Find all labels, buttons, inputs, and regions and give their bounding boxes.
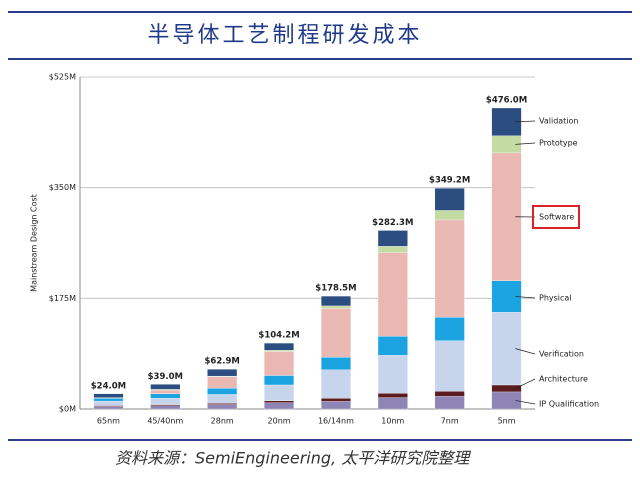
y-tick-label: $350M (49, 183, 76, 192)
x-tick-label: 16/14nm (318, 417, 354, 426)
bar-segment (320, 369, 351, 399)
bar-segment (320, 295, 351, 307)
y-axis-title: Mainstream Design Cost (30, 194, 39, 292)
bar-segment (207, 387, 238, 395)
bar-segment (207, 403, 238, 405)
bar-segment (377, 246, 408, 253)
x-tick-label: 7nm (441, 417, 459, 426)
bar-segment (434, 391, 465, 397)
total-label: $282.3M (372, 218, 413, 228)
bar-segment (434, 396, 465, 410)
bar-segment (93, 393, 124, 398)
bar-segment (264, 402, 294, 410)
x-tick-label: 5nm (498, 417, 516, 426)
legend-leader (515, 348, 536, 355)
legend-label: Validation (539, 117, 579, 126)
total-label: $24.0M (91, 381, 126, 391)
bar-segment (491, 312, 522, 386)
total-label: $178.5M (315, 284, 356, 294)
bar-segment (377, 397, 408, 410)
bar-segment (434, 317, 465, 341)
legend-label: Architecture (539, 375, 588, 384)
y-tick-label: $0M (59, 405, 76, 414)
bar-segment (150, 404, 181, 406)
x-tick-label: 28nm (211, 417, 234, 426)
legend-leader (515, 378, 536, 389)
bar-segment (320, 356, 351, 370)
legend-highlight (532, 205, 580, 229)
total-label: $476.0M (486, 95, 527, 105)
bar-segment (434, 210, 465, 221)
bar-segment (93, 406, 124, 410)
legend-leader (515, 296, 536, 299)
bar-segment (491, 384, 522, 393)
bar-segment (320, 305, 351, 309)
bar-segment (207, 369, 238, 377)
bar-segment (93, 400, 124, 406)
source-note: 资料来源：SemiEngineering, 太平洋研究院整理 (115, 449, 471, 468)
bar-segment (93, 398, 124, 402)
bar-segment (150, 398, 181, 405)
legend-label: Prototype (539, 139, 578, 148)
y-tick-label: $175M (49, 294, 76, 303)
legend-label: Software (539, 213, 574, 222)
legend-leader (515, 400, 536, 405)
chart-title: 半导体工艺制程研发成本 (147, 23, 422, 48)
bar-segment (434, 188, 465, 211)
total-label: $104.2M (258, 331, 299, 341)
bar-segment (377, 355, 408, 394)
bar-segment (434, 340, 465, 392)
bar-segment (377, 252, 408, 337)
bar-segment (377, 336, 408, 356)
bar-segment (207, 376, 238, 389)
bar-segment (150, 389, 181, 394)
bar-segment (264, 375, 294, 386)
bar-segment (377, 230, 408, 247)
bar-segment (150, 393, 181, 399)
bar-segment (150, 405, 181, 410)
bar-segment (264, 342, 294, 351)
bar-segment (264, 400, 294, 403)
bar-segment (207, 394, 238, 404)
total-label: $39.0M (148, 372, 183, 382)
legend-leader (515, 120, 536, 123)
bar-segment (264, 350, 294, 352)
bar-segment (264, 384, 294, 401)
bar-segment (377, 393, 408, 398)
bar-segment (150, 384, 181, 390)
bar-segment (264, 351, 294, 376)
bar-segment (320, 401, 351, 410)
bar-segment (207, 404, 238, 410)
bar-segment (434, 219, 465, 318)
bar-segment (320, 398, 351, 402)
bar-segment (320, 308, 351, 358)
legend-label: Physical (539, 294, 572, 303)
legend-label: Verification (539, 350, 584, 359)
y-tick-label: $525M (49, 73, 76, 82)
total-label: $349.2M (429, 176, 470, 186)
total-label: $62.9M (205, 357, 240, 367)
x-tick-label: 10nm (381, 417, 404, 426)
x-tick-label: 65nm (97, 417, 120, 426)
x-tick-label: 45/40nm (147, 417, 183, 426)
x-tick-label: 20nm (268, 417, 291, 426)
legend-leader (515, 142, 536, 145)
legend-label: IP Qualification (539, 400, 599, 409)
